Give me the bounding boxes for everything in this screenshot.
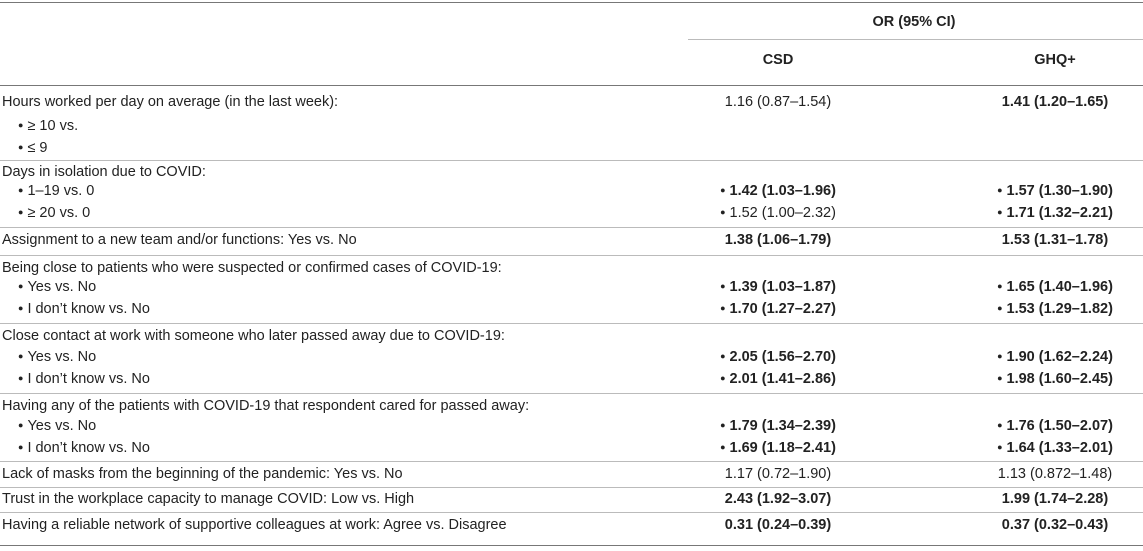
header-csd: CSD (762, 52, 794, 68)
row-sub-label: ● I don’t know vs. No (18, 440, 150, 456)
bullet-icon: ● (18, 207, 24, 217)
bullet-icon: ● (18, 142, 24, 152)
bullet-icon: ● (720, 185, 726, 195)
ghq-value: ● 1.71 (1.32–2.21) (997, 205, 1113, 221)
row-sub-label: ● Yes vs. No (18, 279, 97, 295)
row-divider (0, 487, 1143, 488)
ghq-value: ● 1.90 (1.62–2.24) (997, 349, 1113, 365)
bullet-icon: ● (997, 442, 1003, 452)
row-divider (0, 512, 1143, 513)
ghq-value: 0.37 (0.32–0.43) (1001, 517, 1109, 533)
bullet-icon: ● (720, 303, 726, 313)
row-sub-label: ● Yes vs. No (18, 418, 97, 434)
row-divider (0, 160, 1143, 161)
table-bottom-rule (0, 545, 1143, 546)
row-label: Being close to patients who were suspect… (2, 260, 502, 276)
bullet-icon: ● (720, 207, 726, 217)
row-divider (0, 323, 1143, 324)
bullet-icon: ● (18, 420, 24, 430)
row-divider (0, 461, 1143, 462)
row-divider (0, 255, 1143, 256)
row-label: Assignment to a new team and/or function… (2, 232, 357, 248)
csd-value: ● 1.42 (1.03–1.96) (720, 183, 836, 199)
bullet-icon: ● (997, 420, 1003, 430)
row-sub-label: ● ≥ 10 vs. (18, 118, 79, 134)
bullet-icon: ● (997, 281, 1003, 291)
bullet-icon: ● (997, 373, 1003, 383)
ghq-value: 1.99 (1.74–2.28) (1001, 491, 1109, 507)
row-sub-label: ● I don’t know vs. No (18, 371, 150, 387)
ghq-value: 1.13 (0.872–1.48) (997, 466, 1113, 482)
row-sub-label: ● ≤ 9 (18, 140, 48, 156)
ghq-value: ● 1.65 (1.40–1.96) (997, 279, 1113, 295)
bullet-icon: ● (997, 303, 1003, 313)
bullet-icon: ● (18, 281, 24, 291)
row-label: Having a reliable network of supportive … (2, 517, 507, 533)
row-sub-label: ● I don’t know vs. No (18, 301, 150, 317)
csd-value: ● 1.69 (1.18–2.41) (720, 440, 836, 456)
csd-value: ● 2.01 (1.41–2.86) (720, 371, 836, 387)
table-top-rule (0, 2, 1143, 3)
ghq-value: ● 1.57 (1.30–1.90) (997, 183, 1113, 199)
bullet-icon: ● (18, 303, 24, 313)
row-label: Having any of the patients with COVID-19… (2, 398, 530, 414)
row-label: Close contact at work with someone who l… (2, 328, 505, 344)
ghq-value: ● 1.53 (1.29–1.82) (997, 301, 1113, 317)
row-divider (0, 393, 1143, 394)
row-label: Days in isolation due to COVID: (2, 164, 206, 180)
ghq-value: ● 1.98 (1.60–2.45) (997, 371, 1113, 387)
bullet-icon: ● (997, 351, 1003, 361)
bullet-icon: ● (720, 281, 726, 291)
bullet-icon: ● (18, 185, 24, 195)
csd-value: ● 1.52 (1.00–2.32) (720, 205, 836, 221)
csd-value: ● 1.79 (1.34–2.39) (720, 418, 836, 434)
bullet-icon: ● (720, 442, 726, 452)
row-label: Lack of masks from the beginning of the … (2, 466, 403, 482)
bullet-icon: ● (18, 351, 24, 361)
csd-value: 1.38 (1.06–1.79) (724, 232, 832, 248)
row-sub-label: ● 1–19 vs. 0 (18, 183, 95, 199)
csd-value: 1.17 (0.72–1.90) (724, 466, 832, 482)
row-label: Hours worked per day on average (in the … (2, 94, 339, 110)
header-group-label: OR (95% CI) (872, 14, 956, 30)
ghq-value: 1.41 (1.20–1.65) (1001, 94, 1109, 110)
header-group-rule (688, 39, 1143, 40)
csd-value: 0.31 (0.24–0.39) (724, 517, 832, 533)
csd-value: ● 2.05 (1.56–2.70) (720, 349, 836, 365)
bullet-icon: ● (18, 373, 24, 383)
bullet-icon: ● (997, 185, 1003, 195)
ghq-value: 1.53 (1.31–1.78) (1001, 232, 1109, 248)
row-sub-label: ● Yes vs. No (18, 349, 97, 365)
ghq-value: ● 1.76 (1.50–2.07) (997, 418, 1113, 434)
row-divider (0, 227, 1143, 228)
bullet-icon: ● (18, 442, 24, 452)
bullet-icon: ● (18, 120, 24, 130)
header-ghq: GHQ+ (1034, 52, 1076, 68)
csd-value: 1.16 (0.87–1.54) (724, 94, 832, 110)
csd-value: 2.43 (1.92–3.07) (724, 491, 832, 507)
bullet-icon: ● (997, 207, 1003, 217)
header-bottom-rule (0, 85, 1143, 86)
csd-value: ● 1.70 (1.27–2.27) (720, 301, 836, 317)
bullet-icon: ● (720, 351, 726, 361)
row-label: Trust in the workplace capacity to manag… (2, 491, 415, 507)
bullet-icon: ● (720, 373, 726, 383)
ghq-value: ● 1.64 (1.33–2.01) (997, 440, 1113, 456)
csd-value: ● 1.39 (1.03–1.87) (720, 279, 836, 295)
bullet-icon: ● (720, 420, 726, 430)
row-sub-label: ● ≥ 20 vs. 0 (18, 205, 91, 221)
